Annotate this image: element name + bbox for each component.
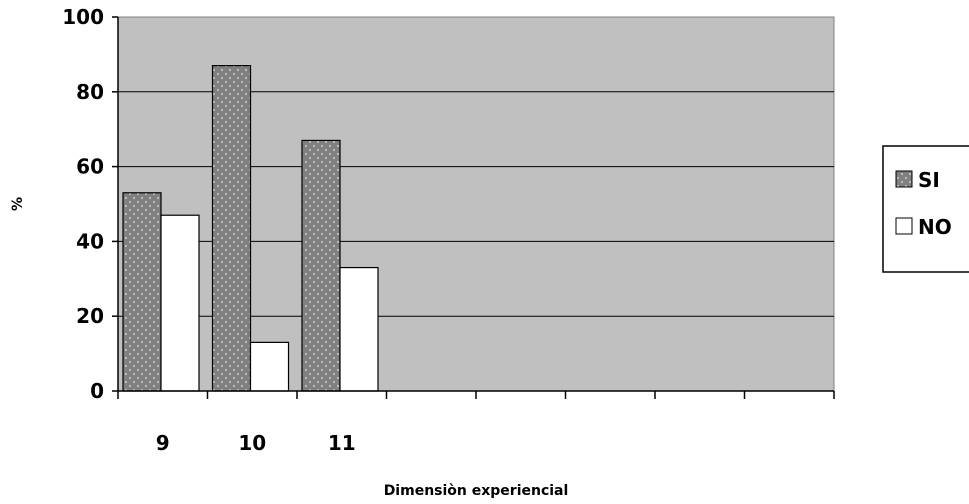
y-tick-label: 60 (76, 155, 104, 179)
x-axis-label: Dimensiòn experiencial (384, 483, 569, 499)
bar-si-11 (301, 139, 341, 392)
y-tick-label: 100 (62, 5, 104, 29)
legend-label-si: SI (918, 168, 940, 192)
y-tick-label: 80 (76, 80, 104, 104)
bar-no-9 (160, 214, 200, 392)
x-tick-label: 10 (238, 431, 266, 455)
legend-swatch-no (895, 217, 913, 235)
y-tick-labels: 0 20 40 60 80 100 (62, 5, 118, 403)
legend-box (882, 145, 969, 273)
legend-label-no: NO (918, 215, 952, 239)
y-tick-label: 40 (76, 229, 104, 253)
bar-si-10 (211, 65, 252, 392)
bar-no-11 (339, 266, 379, 392)
x-tick-labels: 9 10 11 (117, 391, 835, 455)
legend-swatch-si (895, 170, 913, 188)
x-tick-label: 11 (328, 431, 356, 455)
x-tick-label: 9 (156, 431, 170, 455)
y-axis-label: % (10, 197, 26, 211)
bar-si-9 (122, 192, 162, 392)
legend: SI NO (882, 145, 969, 273)
y-tick-label: 0 (90, 379, 104, 403)
y-tick-label: 20 (76, 304, 104, 328)
bar-no-10 (249, 341, 290, 392)
